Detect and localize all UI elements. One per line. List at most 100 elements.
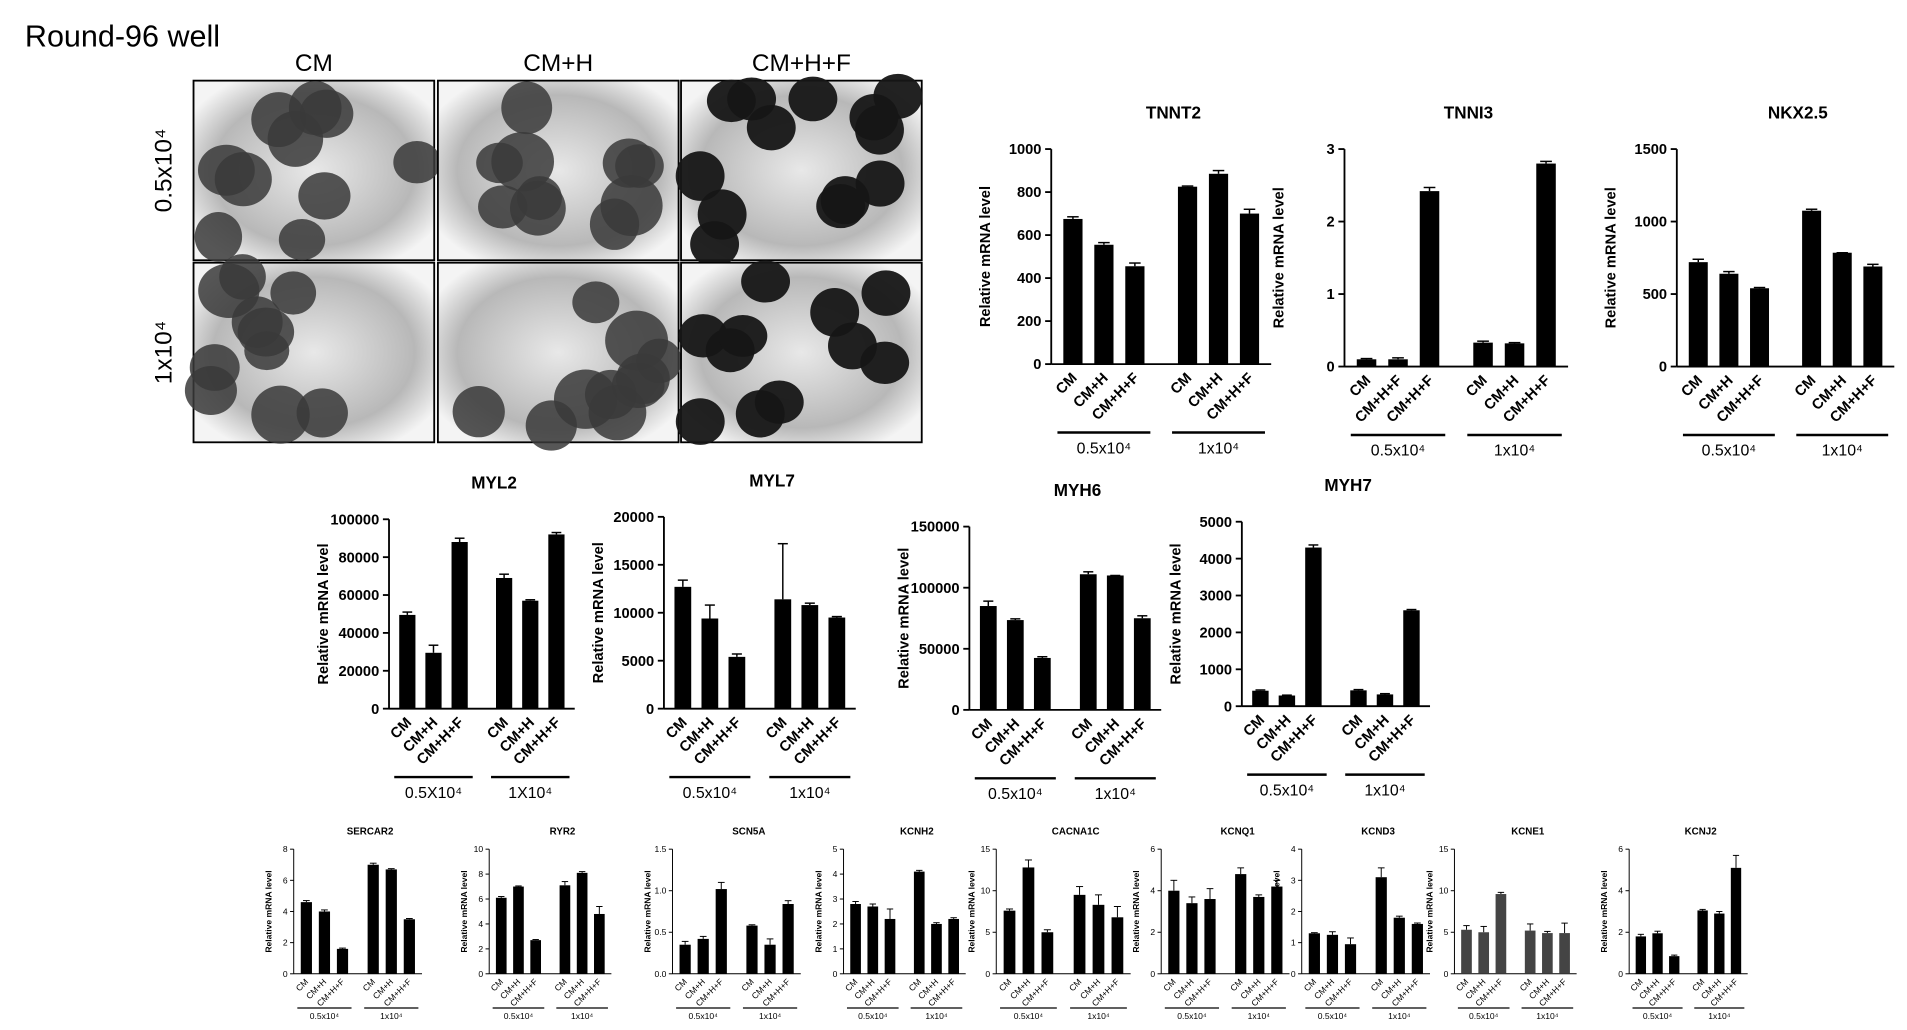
- cell-aggregate: [214, 152, 272, 207]
- chart-title: KCNJ2: [1685, 827, 1718, 838]
- bar: [576, 872, 588, 974]
- bar: [884, 918, 896, 974]
- bar: [1235, 874, 1247, 974]
- y-axis-label: Relative mRNA level: [264, 870, 274, 952]
- y-tick-label: 2: [1327, 215, 1335, 231]
- bar: [1473, 342, 1493, 367]
- y-tick-label: 3: [833, 894, 838, 904]
- cell-aggregate: [718, 315, 768, 357]
- cell-aggregate: [251, 385, 310, 444]
- y-tick-label: 10000: [613, 606, 654, 622]
- y-axis-label: Relative mRNA level: [814, 870, 824, 952]
- y-tick-label: 0: [1150, 969, 1155, 979]
- y-tick-label: 400: [1017, 271, 1041, 287]
- bar: [1542, 933, 1553, 974]
- cell-aggregate: [706, 79, 756, 123]
- chart-title: KCNQ1: [1220, 827, 1255, 838]
- y-tick-label: 1000: [1634, 215, 1667, 231]
- y-tick-label: 6: [478, 894, 483, 904]
- bar: [1536, 163, 1556, 367]
- y-tick-label: 3: [1291, 875, 1296, 885]
- group-label: 0.5x10⁴: [1318, 1011, 1348, 1021]
- y-tick-label: 40000: [338, 626, 379, 642]
- bar: [774, 599, 792, 709]
- group-label: 0.5X10⁴: [405, 785, 462, 802]
- y-tick-label: 0.0: [654, 969, 666, 979]
- y-tick-label: 150000: [911, 520, 960, 536]
- y-tick-label: 6: [1618, 844, 1623, 854]
- cell-aggregate: [741, 260, 791, 303]
- group-label: 1x10⁴: [789, 785, 830, 802]
- group-label: 1x10⁴: [1536, 1011, 1559, 1021]
- figure-title: Round-96 well: [25, 19, 220, 53]
- y-tick-label: 0.5: [654, 927, 666, 937]
- bar: [764, 944, 776, 974]
- y-tick-label: 8: [283, 844, 288, 854]
- cell-aggregate: [501, 81, 553, 135]
- bar: [1750, 288, 1770, 367]
- bar: [495, 897, 507, 974]
- bar: [425, 652, 442, 709]
- cell-aggregate: [828, 322, 877, 370]
- bar: [336, 948, 349, 974]
- group-label: 1x10⁴: [1198, 440, 1239, 457]
- group-label: 1x10⁴: [1087, 1011, 1110, 1021]
- bar: [1278, 695, 1296, 707]
- group-label: 1x10⁴: [1822, 443, 1863, 460]
- cell-aggregate: [600, 175, 663, 237]
- y-tick-label: 15: [981, 844, 991, 854]
- bar: [1652, 933, 1663, 974]
- y-tick-label: 10: [1439, 886, 1449, 896]
- y-tick-label: 0: [371, 702, 379, 718]
- y-axis-label: Relative mRNA level: [642, 870, 652, 952]
- bar: [1375, 877, 1387, 974]
- chart-title: MYH6: [1054, 481, 1102, 500]
- y-tick-label: 500: [1643, 287, 1667, 303]
- y-tick-label: 2: [283, 938, 288, 948]
- bar: [1177, 186, 1198, 365]
- y-tick-label: 5000: [1199, 515, 1232, 531]
- y-tick-label: 2: [1150, 927, 1155, 937]
- cell-aggregate: [270, 271, 317, 315]
- bar: [1092, 904, 1105, 974]
- chart: TNNT2 Relative mRNA level 0 200 400 600 800 100…: [978, 104, 1272, 457]
- cell-aggregate: [525, 400, 577, 451]
- y-tick-label: 4000: [1199, 552, 1232, 568]
- bar: [513, 886, 524, 974]
- cell-aggregate: [788, 76, 838, 122]
- y-axis-label: Relative mRNA level: [316, 543, 332, 684]
- y-tick-label: 0: [1033, 357, 1041, 373]
- cell-aggregate: [393, 141, 441, 184]
- y-tick-label: 15000: [613, 558, 654, 574]
- y-tick-label: 2: [833, 919, 838, 929]
- bar: [1133, 618, 1151, 710]
- bar: [701, 618, 719, 709]
- y-tick-label: 0: [985, 969, 990, 979]
- cell-aggregate: [478, 185, 528, 229]
- chart-title: KCNE1: [1511, 827, 1545, 838]
- bar: [1344, 944, 1357, 974]
- bar: [979, 606, 997, 710]
- y-tick-label: 8: [478, 869, 483, 879]
- group-label: 0.5x10⁴: [310, 1011, 340, 1021]
- y-axis-label: Relative mRNA level: [1271, 187, 1287, 328]
- y-tick-label: 0: [1327, 360, 1335, 376]
- group-label: 1x10⁴: [1095, 786, 1136, 803]
- y-tick-label: 200: [1017, 314, 1041, 330]
- cell-aggregate: [675, 398, 725, 445]
- group-label: 0.5x10⁴: [988, 786, 1043, 803]
- bar: [1063, 218, 1083, 365]
- bar: [1094, 244, 1114, 365]
- bar: [495, 577, 513, 709]
- bar: [559, 885, 571, 974]
- cell-aggregate: [298, 172, 351, 220]
- bar: [318, 911, 331, 974]
- bar: [679, 944, 691, 974]
- y-tick-label: 4: [1150, 886, 1155, 896]
- chart-title: NKX2.5: [1768, 104, 1828, 123]
- y-tick-label: 6: [1150, 844, 1155, 854]
- y-tick-label: 80000: [338, 550, 379, 566]
- bar: [300, 902, 312, 974]
- bar: [1308, 933, 1320, 974]
